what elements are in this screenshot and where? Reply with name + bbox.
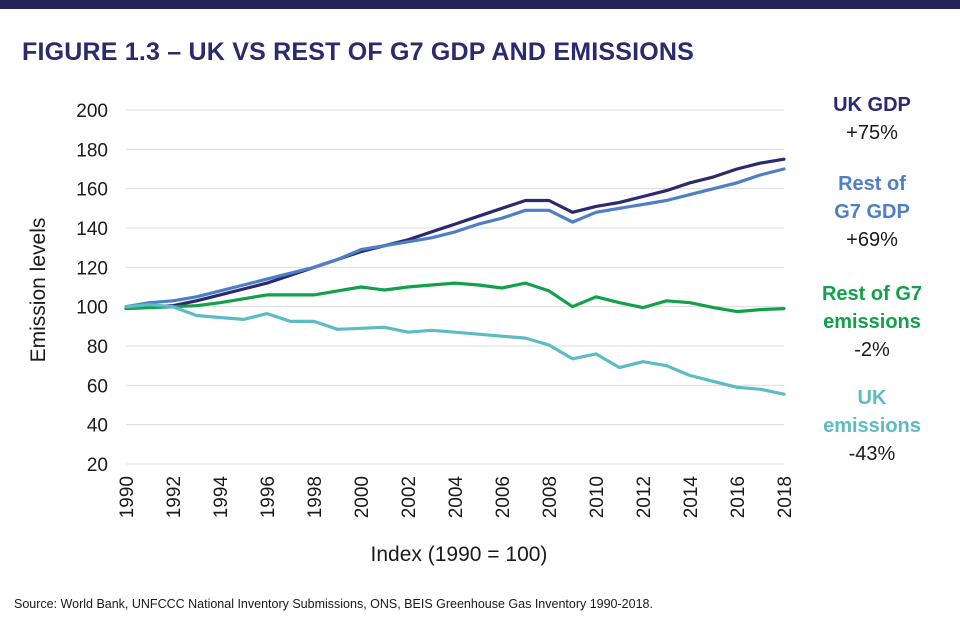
- y-tick-40: 40: [87, 416, 108, 437]
- legend-name: Rest of G7 emissions: [821, 283, 923, 333]
- x-tick-2008: 2008: [540, 476, 561, 518]
- legend-uk-gdp: UK GDP +75%: [792, 91, 952, 147]
- source-note: Source: World Bank, UNFCCC National Inve…: [14, 597, 653, 611]
- y-axis-title: Emission levels: [27, 218, 50, 363]
- x-axis-title: Index (1990 = 100): [371, 543, 548, 566]
- legend-change: +75%: [846, 122, 898, 144]
- y-tick-20: 20: [87, 455, 108, 476]
- y-tick-60: 60: [87, 376, 108, 397]
- legend-change: +69%: [846, 229, 898, 251]
- legend-rest-of-g7-emissions: Rest of G7 emissions -2%: [792, 280, 952, 364]
- legend-name: UK GDP: [833, 94, 911, 116]
- x-tick-2014: 2014: [681, 476, 702, 519]
- series-line-uk-emissions: [124, 303, 786, 396]
- chart-title: FIGURE 1.3 – UK VS REST OF G7 GDP AND EM…: [22, 38, 695, 66]
- x-tick-2000: 2000: [352, 476, 373, 518]
- y-tick-labels: 20 40 60 80 100 120 140 160 180 200: [76, 101, 108, 476]
- y-tick-80: 80: [87, 337, 108, 358]
- y-tick-100: 100: [76, 298, 108, 319]
- x-tick-1996: 1996: [258, 476, 279, 518]
- y-tick-160: 160: [76, 180, 108, 201]
- y-tick-140: 140: [76, 219, 108, 240]
- series-line-rest-of-g7-gdp: [124, 167, 786, 309]
- x-tick-1992: 1992: [164, 476, 185, 518]
- series-lines: [124, 157, 786, 396]
- series-line-rest-of-g7-emissions: [124, 281, 786, 314]
- x-tick-labels: 1990 1992 1994 1996 1998 2000 2002 2004 2006 2008…: [117, 476, 796, 519]
- gridlines: [126, 109, 784, 465]
- x-tick-1994: 1994: [211, 476, 232, 519]
- y-tick-200: 200: [76, 101, 108, 122]
- x-tick-1990: 1990: [117, 476, 138, 518]
- legend-name: Rest of G7 GDP: [834, 173, 910, 223]
- y-tick-180: 180: [76, 140, 108, 161]
- legend-change: -43%: [848, 443, 896, 465]
- x-tick-1998: 1998: [305, 476, 326, 518]
- x-tick-2016: 2016: [728, 476, 749, 518]
- x-tick-2004: 2004: [446, 476, 467, 519]
- x-tick-2002: 2002: [399, 476, 420, 518]
- series-line-uk-gdp: [124, 157, 786, 309]
- legend-uk-emissions: UK emissions -43%: [792, 384, 952, 468]
- legend-rest-of-g7-gdp: Rest of G7 GDP +69%: [792, 170, 952, 254]
- legend-change: -2%: [854, 339, 890, 361]
- x-tick-2012: 2012: [634, 476, 655, 518]
- x-tick-2018: 2018: [775, 476, 796, 518]
- legend-name: UK emissions: [823, 387, 921, 437]
- x-tick-2006: 2006: [493, 476, 514, 518]
- top-bar: [0, 0, 960, 9]
- y-tick-120: 120: [76, 258, 108, 279]
- x-tick-2010: 2010: [587, 476, 608, 518]
